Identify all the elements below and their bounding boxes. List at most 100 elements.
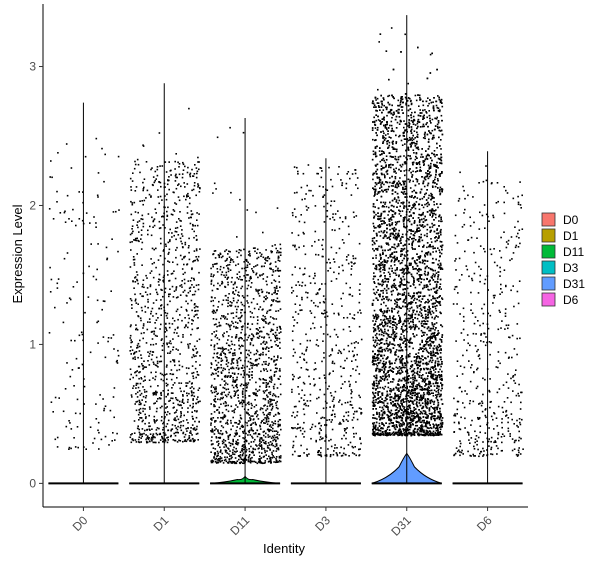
data-point	[115, 210, 117, 213]
data-point	[230, 397, 233, 399]
data-point	[130, 441, 133, 444]
data-point	[348, 380, 350, 383]
data-point	[278, 300, 281, 303]
data-point	[235, 315, 238, 318]
data-point	[144, 311, 147, 313]
data-point	[227, 270, 230, 273]
data-point	[153, 218, 156, 220]
data-point	[158, 278, 160, 281]
data-point	[143, 186, 145, 189]
data-point	[255, 290, 258, 292]
data-point	[272, 444, 275, 447]
data-point	[276, 251, 278, 254]
data-point	[260, 255, 262, 257]
data-point	[176, 409, 178, 411]
data-point	[224, 368, 226, 371]
data-point	[168, 326, 171, 329]
data-point	[152, 219, 155, 222]
data-point	[274, 367, 277, 369]
data-point	[231, 456, 233, 459]
data-point	[190, 383, 193, 385]
data-point	[101, 308, 103, 311]
data-point	[256, 322, 259, 325]
data-point	[248, 450, 251, 453]
data-point	[146, 287, 149, 289]
data-point	[231, 367, 233, 370]
data-point	[343, 447, 345, 450]
data-point	[332, 453, 335, 456]
data-point	[255, 333, 258, 335]
data-point	[256, 252, 258, 254]
data-point	[210, 460, 212, 462]
data-point	[307, 369, 309, 371]
data-point	[178, 199, 181, 202]
data-point	[236, 286, 238, 288]
data-point	[302, 231, 305, 234]
data-point	[226, 278, 228, 280]
data-point	[322, 255, 324, 258]
data-point	[337, 173, 339, 175]
data-point	[182, 291, 185, 293]
data-point	[329, 454, 332, 456]
data-point	[320, 167, 323, 169]
data-point	[263, 265, 265, 268]
data-point	[243, 267, 246, 270]
data-point	[256, 462, 259, 465]
data-point	[224, 458, 227, 461]
data-point	[296, 295, 298, 297]
data-point	[136, 237, 138, 240]
data-point	[238, 337, 240, 340]
data-point	[228, 368, 230, 371]
data-point	[267, 461, 270, 463]
data-point	[267, 364, 270, 366]
data-point	[180, 306, 183, 308]
data-point	[176, 415, 178, 418]
data-point	[274, 334, 276, 337]
data-point	[267, 416, 269, 418]
data-point	[344, 216, 347, 218]
data-point	[132, 387, 134, 389]
data-point	[173, 412, 176, 414]
data-point	[196, 306, 199, 308]
data-point	[226, 461, 229, 464]
data-point	[346, 316, 349, 319]
data-point	[277, 355, 279, 357]
data-point	[186, 310, 188, 312]
data-point	[260, 253, 263, 256]
data-point	[353, 342, 356, 344]
data-point	[278, 275, 280, 277]
data-point	[185, 367, 188, 369]
data-point	[140, 441, 142, 443]
data-point	[189, 197, 191, 199]
data-point	[255, 412, 257, 414]
data-point	[231, 343, 233, 346]
data-point	[233, 293, 236, 295]
data-point	[317, 239, 320, 241]
data-point	[236, 308, 238, 311]
data-point	[298, 455, 301, 457]
data-point	[304, 284, 307, 287]
data-point	[195, 433, 198, 435]
data-point	[309, 282, 312, 284]
data-point	[306, 346, 308, 349]
data-point	[162, 276, 165, 279]
data-point	[149, 408, 151, 410]
data-point	[232, 291, 234, 293]
data-point	[197, 183, 199, 185]
data-point	[136, 278, 138, 281]
data-point	[358, 394, 360, 397]
data-point	[231, 384, 234, 387]
data-point	[269, 435, 271, 438]
data-point	[149, 429, 151, 431]
data-point	[220, 256, 223, 259]
data-point	[359, 396, 361, 399]
data-point	[334, 447, 336, 449]
data-point	[259, 459, 261, 462]
data-point	[301, 298, 303, 301]
data-point	[140, 437, 142, 439]
data-point	[263, 430, 265, 433]
data-point	[276, 300, 279, 303]
data-point	[250, 415, 252, 417]
data-point	[137, 163, 140, 166]
data-point	[262, 439, 265, 442]
